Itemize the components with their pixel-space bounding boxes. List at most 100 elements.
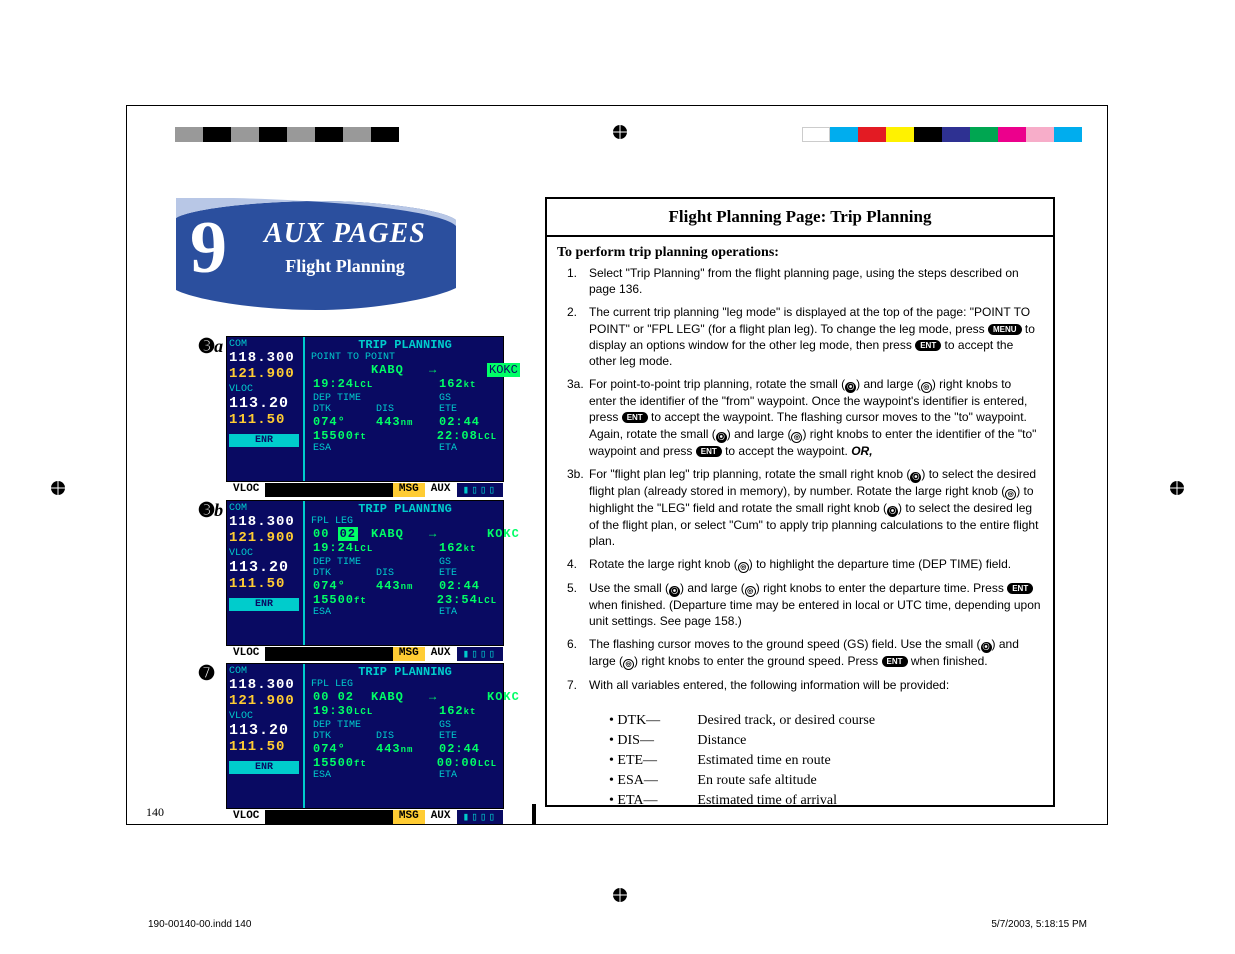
dep-time: 19:30LCL	[313, 704, 373, 718]
dis-value: 443nm	[376, 579, 434, 593]
annotation-3a: ➌a	[199, 336, 223, 357]
large-knob-icon: ◎	[738, 562, 749, 573]
eta-label: ETA	[439, 607, 497, 618]
gs-label: GS	[439, 557, 497, 568]
small-knob-icon: ⦿	[887, 506, 898, 517]
large-knob-icon: ◎	[921, 382, 932, 393]
freq-column: COM 118.300 121.900 VLOC 113.20 111.50 E…	[227, 501, 301, 645]
dep-label: DEP TIME	[313, 720, 371, 731]
bar-msg: MSG	[393, 483, 425, 497]
step-3b: 3b.For "flight plan leg" trip planning, …	[589, 466, 1041, 549]
step-7: 7.With all variables entered, the follow…	[589, 677, 1041, 693]
large-knob-icon: ◎	[1005, 489, 1016, 500]
enr-label: ENR	[229, 598, 299, 611]
com-standby: 121.900	[229, 693, 299, 709]
dis-label: DIS	[376, 404, 434, 415]
small-knob-icon: ⦿	[910, 472, 921, 483]
from-waypoint: KABQ	[371, 527, 429, 541]
panel-title: TRIP PLANNING	[311, 665, 499, 679]
freq-column: COM 118.300 121.900 VLOC 113.20 111.50 E…	[227, 664, 301, 808]
divider-tick	[532, 804, 536, 824]
from-waypoint: KABQ	[371, 690, 429, 704]
com-standby: 121.900	[229, 366, 299, 382]
esa-value: 15500ft	[313, 429, 371, 443]
ent-button-icon: ENT	[696, 446, 722, 457]
def-dis: • DIS—Distance	[609, 733, 1041, 749]
esa-label: ESA	[313, 443, 371, 454]
small-knob-icon: ⦿	[669, 586, 680, 597]
registration-mark-top	[610, 122, 630, 147]
dtk-value: 074°	[313, 415, 371, 429]
ete-value: 02:44	[439, 415, 497, 429]
dtk-value: 074°	[313, 742, 371, 756]
dep-time: 19:24LCL	[313, 377, 373, 391]
dtk-label: DTK	[313, 568, 371, 579]
instructions-body: 1.Select "Trip Planning" from the flight…	[547, 265, 1053, 709]
annotation-7: ➐	[199, 663, 214, 684]
bar-vloc: VLOC	[227, 810, 265, 824]
section-title: AUX PAGES	[240, 218, 450, 250]
ent-button-icon: ENT	[882, 656, 908, 667]
esa-value: 15500ft	[313, 756, 371, 770]
gs-value: 162kt	[439, 377, 497, 391]
page-number: 140	[146, 805, 164, 820]
eta-label: ETA	[439, 443, 497, 454]
section-subtitle: Flight Planning	[240, 256, 450, 277]
panel-title: TRIP PLANNING	[311, 338, 499, 352]
fpl-num: 00	[313, 527, 329, 541]
eta-label: ETA	[439, 770, 497, 781]
vloc-label: VLOC	[229, 384, 299, 395]
def-ete: • ETE—Estimated time en route	[609, 753, 1041, 769]
vloc-standby: 111.50	[229, 412, 299, 428]
def-esa: • ESA—En route safe altitude	[609, 773, 1041, 789]
section-header: 9 AUX PAGES Flight Planning	[176, 168, 456, 308]
mode-label: FPL LEG	[311, 516, 499, 527]
panel-title: TRIP PLANNING	[311, 502, 499, 516]
leg-num: 02	[338, 527, 358, 541]
bar-page-icon: ▮▯▯▯	[457, 483, 504, 497]
vloc-label: VLOC	[229, 548, 299, 559]
gs-value: 162kt	[439, 541, 497, 555]
step-4: 4.Rotate the large right knob (◎) to hig…	[589, 556, 1041, 573]
def-dtk: • DTK—Desired track, or desired course	[609, 713, 1041, 729]
com-standby: 121.900	[229, 530, 299, 546]
com-label: COM	[229, 503, 299, 514]
large-knob-icon: ◎	[623, 659, 634, 670]
dep-label: DEP TIME	[313, 393, 371, 404]
annotation-3b: ➌b	[199, 500, 223, 521]
gps-panel-b: COM 118.300 121.900 VLOC 113.20 111.50 E…	[226, 500, 504, 646]
gps-panel-c: COM 118.300 121.900 VLOC 113.20 111.50 E…	[226, 663, 504, 809]
footer-left: 190-00140-00.indd 140	[148, 919, 251, 930]
instructions-box: Flight Planning Page: Trip Planning To p…	[545, 197, 1055, 807]
arrow-icon: →	[429, 363, 487, 377]
bar-msg: MSG	[393, 647, 425, 661]
eta-value: 23:54LCL	[437, 593, 497, 607]
dtk-label: DTK	[313, 731, 371, 742]
bar-aux: AUX	[425, 810, 457, 824]
ete-label: ETE	[439, 404, 497, 415]
bar-vloc: VLOC	[227, 647, 265, 661]
vloc-active: 113.20	[229, 395, 299, 412]
mode-label: POINT TO POINT	[311, 352, 499, 363]
vloc-active: 113.20	[229, 559, 299, 576]
bar-msg: MSG	[393, 810, 425, 824]
dis-value: 443nm	[376, 742, 434, 756]
leg-num: 02	[338, 690, 354, 704]
eta-value: 00:00LCL	[437, 756, 497, 770]
bar-aux: AUX	[425, 483, 457, 497]
gps-panel-a: COM 118.300 121.900 VLOC 113.20 111.50 E…	[226, 336, 504, 482]
colorbar-right	[802, 127, 1082, 142]
bar-vloc: VLOC	[227, 483, 265, 497]
com-label: COM	[229, 339, 299, 350]
ete-label: ETE	[439, 731, 497, 742]
step-5: 5.Use the small (⦿) and large (◎) right …	[589, 580, 1041, 629]
dep-label: DEP TIME	[313, 557, 371, 568]
vloc-standby: 111.50	[229, 576, 299, 592]
to-waypoint: KOKC	[487, 527, 545, 541]
bar-page-icon: ▮▯▯▯	[457, 647, 504, 661]
dis-label: DIS	[376, 568, 434, 579]
display-area: TRIP PLANNING FPL LEG 00 02KABQ→KOKC 19:…	[303, 501, 503, 645]
bar-page-icon: ▮▯▯▯	[457, 810, 504, 824]
instructions-subtitle: To perform trip planning operations:	[547, 237, 1053, 265]
esa-value: 15500ft	[313, 593, 371, 607]
